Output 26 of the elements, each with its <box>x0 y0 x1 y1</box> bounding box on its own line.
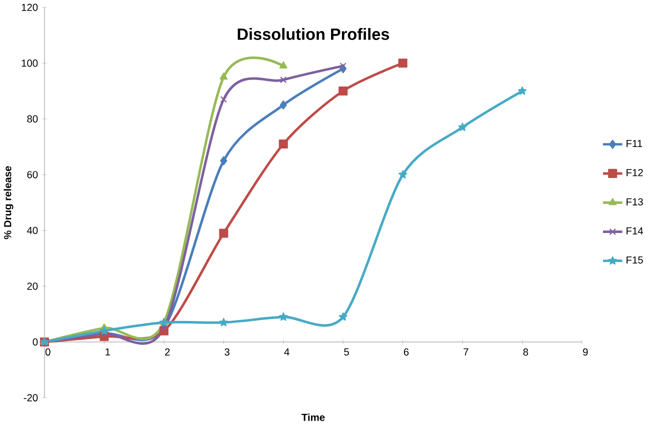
text: Dissolution Profiles <box>238 28 390 40</box>
x-axis-title: Time <box>302 414 325 422</box>
y-tick-label: 60 <box>27 171 38 178</box>
x-tick-label: 8 <box>523 348 528 356</box>
legend-label: F15 <box>626 256 643 264</box>
legend-label: F13 <box>626 198 643 206</box>
legend-label: F14 <box>626 228 644 235</box>
x-tick-label: 6 <box>404 348 409 356</box>
x-tick-label: 7 <box>464 348 468 356</box>
x-tick-label: 4 <box>284 348 290 356</box>
y-tick-label: 120 <box>22 4 38 12</box>
y-tick-label: -20 <box>24 394 38 402</box>
x-tick-label: 0 <box>45 348 50 356</box>
y-tick-label: 80 <box>27 115 38 123</box>
y-tick-label: 40 <box>26 226 38 234</box>
y-axis-title: % Drug release <box>4 166 14 240</box>
y-tick-label: 0 <box>32 338 38 346</box>
y-tick-label: 100 <box>22 60 38 67</box>
x-tick-label: 3 <box>224 348 230 356</box>
legend-label: F12 <box>626 169 643 176</box>
x-tick-label: 9 <box>583 348 588 356</box>
legend-label: F11 <box>626 140 642 148</box>
x-tick-label: 2 <box>165 348 170 356</box>
y-tick-label: 20 <box>27 282 38 290</box>
x-tick-label: 5 <box>344 348 349 356</box>
x-tick-label: 1 <box>106 348 110 356</box>
